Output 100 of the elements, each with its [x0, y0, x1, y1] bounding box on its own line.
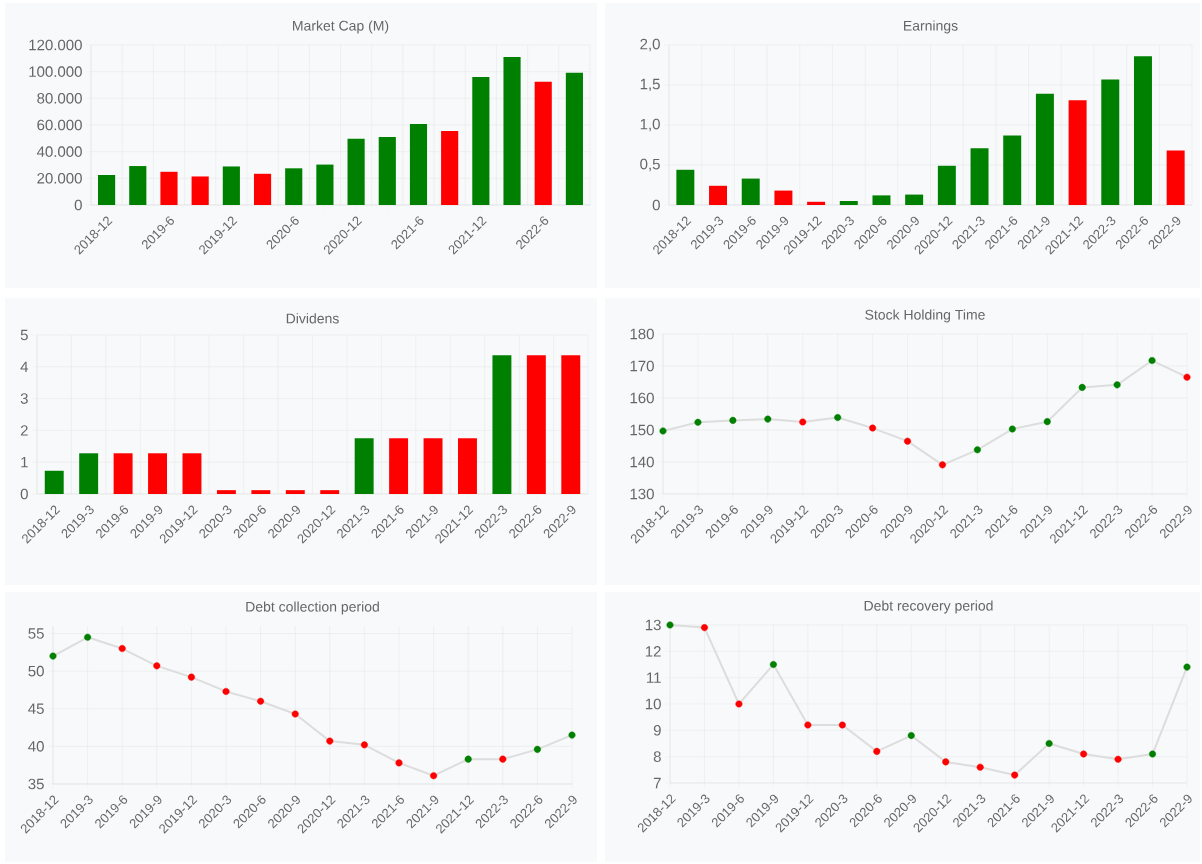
chart-title: Earnings	[904, 20, 958, 34]
y-tick-label: 8	[653, 751, 661, 762]
y-tick-label: 11	[647, 672, 661, 683]
bar	[1166, 150, 1185, 205]
bar	[129, 166, 147, 205]
y-tick-label: 55	[28, 628, 44, 639]
chart-title: Debt collection period	[246, 601, 379, 615]
point	[464, 755, 472, 763]
y-tick-label: 170	[630, 360, 654, 372]
point	[907, 732, 915, 740]
bar	[423, 438, 443, 494]
y-tick-label: 3	[20, 393, 28, 404]
bar	[970, 148, 989, 205]
bar	[807, 201, 826, 205]
y-tick-label: 140	[630, 456, 654, 468]
bar	[526, 355, 546, 494]
bar	[191, 176, 209, 205]
bar	[347, 138, 365, 205]
bar	[98, 174, 116, 205]
bar	[389, 438, 409, 494]
bar	[79, 453, 99, 494]
bar	[44, 470, 64, 494]
point	[1114, 755, 1122, 763]
point	[222, 687, 230, 695]
bar	[354, 438, 374, 494]
point	[1080, 750, 1088, 758]
bar	[216, 490, 236, 494]
point	[395, 759, 403, 767]
point	[291, 710, 299, 718]
y-tick-label: 12	[645, 646, 661, 657]
y-tick-label: 40.000	[36, 146, 82, 157]
y-tick-label: 80.000	[37, 93, 82, 104]
bar	[1068, 100, 1087, 205]
bar	[741, 178, 760, 205]
y-tick-label: 60.000	[37, 119, 82, 131]
y-tick-label: 10	[645, 698, 661, 710]
point	[568, 731, 576, 739]
y-tick-label: 100.000	[29, 66, 82, 77]
y-tick-label: 45	[28, 703, 44, 714]
y-tick-label: 2,0	[640, 38, 660, 52]
point	[769, 660, 777, 668]
y-tick-label: 9	[653, 725, 661, 736]
y-tick-label: 1	[21, 457, 28, 468]
point	[729, 416, 737, 424]
point	[904, 437, 912, 445]
bar	[561, 355, 581, 494]
bar	[113, 453, 133, 494]
y-tick-label: 150	[630, 424, 654, 436]
bar	[285, 168, 303, 205]
point	[326, 737, 334, 745]
bar	[253, 173, 272, 205]
point	[799, 418, 807, 426]
point	[499, 755, 507, 763]
y-tick-label: 13	[645, 619, 661, 631]
point	[666, 621, 674, 629]
bar	[709, 185, 728, 205]
chart-title: Market Cap (M)	[293, 20, 389, 34]
y-tick-label: 0,5	[640, 158, 660, 172]
bar	[320, 490, 340, 494]
y-tick-label: 0	[20, 488, 28, 500]
y-tick-label: 1,0	[640, 118, 660, 132]
point	[1078, 383, 1086, 391]
y-tick-label: 5	[20, 329, 28, 341]
point	[84, 633, 92, 641]
point	[804, 721, 812, 729]
bar	[316, 164, 334, 205]
y-tick-label: 180	[630, 328, 654, 340]
point	[430, 772, 438, 780]
point	[360, 741, 368, 749]
y-tick-label: 35	[28, 778, 44, 790]
chart-title: Debt recovery period	[864, 600, 993, 614]
point	[1149, 750, 1157, 758]
point	[1148, 357, 1156, 365]
point	[1183, 663, 1191, 671]
y-tick-label: 120.000	[29, 39, 82, 51]
point	[659, 427, 667, 435]
y-tick-label: 20.000	[37, 173, 82, 184]
bar	[222, 166, 240, 205]
bar	[534, 81, 552, 205]
point	[694, 418, 702, 426]
bar	[285, 490, 305, 494]
y-tick-label: 130	[630, 488, 654, 500]
y-tick-label: 1,5	[640, 78, 660, 92]
point	[834, 414, 842, 421]
bar	[1035, 93, 1054, 205]
y-tick-label: 2	[20, 425, 28, 436]
bar	[503, 56, 521, 205]
bar	[565, 72, 583, 205]
bar	[1133, 56, 1152, 205]
y-tick-label: 0	[74, 199, 82, 211]
bar	[148, 453, 168, 494]
bar	[492, 355, 512, 494]
point	[1113, 381, 1121, 389]
point	[700, 624, 708, 632]
chart-title: Stock Holding Time	[865, 309, 985, 323]
point	[153, 662, 161, 670]
point	[838, 721, 846, 729]
point	[187, 673, 195, 681]
bar	[182, 453, 202, 494]
bar	[937, 165, 956, 205]
